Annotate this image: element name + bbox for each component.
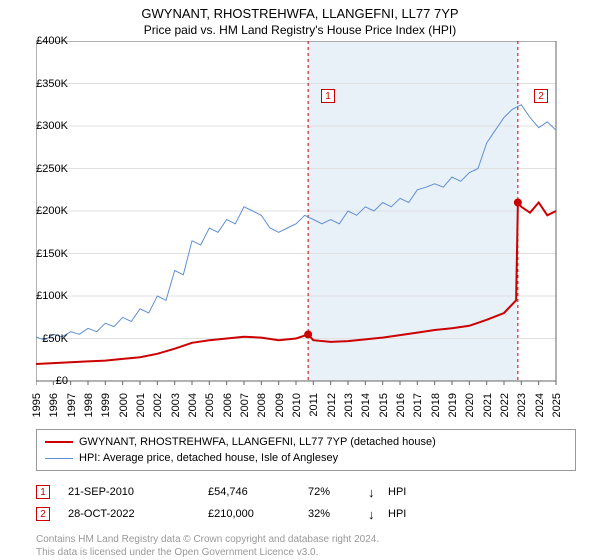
y-axis-label: £0 [56, 375, 68, 387]
x-axis-label: 2019 [447, 393, 459, 417]
legend-label: HPI: Average price, detached house, Isle… [79, 452, 338, 464]
footer-attribution: Contains HM Land Registry data © Crown c… [36, 533, 600, 559]
sale-row: 2 28-OCT-2022£210,00032%↓HPI [36, 503, 576, 525]
sale-pct: 32% [308, 508, 368, 520]
x-axis-label: 2014 [360, 393, 372, 417]
sale-arrow-icon: ↓ [368, 485, 388, 500]
x-axis-label: 2023 [516, 393, 528, 417]
chart-subtitle: Price paid vs. HM Land Registry's House … [0, 23, 600, 37]
x-axis-label: 2015 [378, 393, 390, 417]
legend-item: HPI: Average price, detached house, Isle… [45, 450, 567, 466]
chart-container: GWYNANT, RHOSTREHWFA, LLANGEFNI, LL77 7Y… [0, 0, 600, 560]
y-axis-label: £350K [36, 78, 68, 90]
chart-area: £0£50K£100K£150K£200K£250K£300K£350K£400… [36, 41, 596, 421]
x-axis-label: 1997 [66, 393, 78, 417]
y-axis-label: £100K [36, 290, 68, 302]
x-axis-label: 2018 [430, 393, 442, 417]
x-axis-label: 2004 [187, 393, 199, 417]
y-axis-label: £150K [36, 248, 68, 260]
y-axis-label: £400K [36, 35, 68, 47]
x-axis-label: 2006 [222, 393, 234, 417]
sale-point-1 [304, 330, 312, 338]
footer-line-2: This data is licensed under the Open Gov… [36, 546, 600, 559]
sale-date: 28-OCT-2022 [68, 508, 208, 520]
title-block: GWYNANT, RHOSTREHWFA, LLANGEFNI, LL77 7Y… [0, 0, 600, 41]
legend-swatch [45, 458, 73, 459]
y-axis-label: £300K [36, 120, 68, 132]
sale-marker-box: 1 [36, 485, 50, 499]
footer-line-1: Contains HM Land Registry data © Crown c… [36, 533, 600, 546]
x-axis-label: 2024 [534, 393, 546, 417]
x-axis-label: 2025 [551, 393, 563, 417]
x-axis-label: 2002 [152, 393, 164, 417]
y-axis-label: £50K [42, 333, 68, 345]
x-axis-label: 2008 [256, 393, 268, 417]
legend-swatch [45, 441, 73, 443]
sale-date: 21-SEP-2010 [68, 486, 208, 498]
y-axis-label: £250K [36, 163, 68, 175]
x-axis-label: 2020 [464, 393, 476, 417]
x-axis-label: 2010 [291, 393, 303, 417]
x-axis-label: 2001 [135, 393, 147, 417]
sale-point-2 [514, 199, 522, 207]
x-axis-label: 2012 [326, 393, 338, 417]
x-axis-label: 2022 [499, 393, 511, 417]
x-axis-label: 2013 [343, 393, 355, 417]
x-axis-label: 2017 [412, 393, 424, 417]
y-axis-label: £200K [36, 205, 68, 217]
legend-item: GWYNANT, RHOSTREHWFA, LLANGEFNI, LL77 7Y… [45, 434, 567, 450]
sales-table: 1 21-SEP-2010£54,74672%↓HPI 2 28-OCT-2022£2… [36, 481, 576, 525]
sale-vs-label: HPI [388, 486, 428, 498]
sale-pct: 72% [308, 486, 368, 498]
x-axis-label: 1998 [83, 393, 95, 417]
legend-box: GWYNANT, RHOSTREHWFA, LLANGEFNI, LL77 7Y… [36, 429, 576, 471]
chart-svg [36, 41, 596, 421]
x-axis-label: 2021 [482, 393, 494, 417]
sale-marker-box: 2 [36, 507, 50, 521]
sale-price: £210,000 [208, 508, 308, 520]
x-axis-label: 2007 [239, 393, 251, 417]
legend-label: GWYNANT, RHOSTREHWFA, LLANGEFNI, LL77 7Y… [79, 436, 436, 448]
x-axis-label: 2009 [274, 393, 286, 417]
x-axis-label: 1995 [31, 393, 43, 417]
sale-vs-label: HPI [388, 508, 428, 520]
x-axis-label: 1999 [100, 393, 112, 417]
x-axis-label: 2011 [308, 393, 320, 417]
x-axis-label: 2016 [395, 393, 407, 417]
x-axis-label: 2003 [170, 393, 182, 417]
sale-arrow-icon: ↓ [368, 507, 388, 522]
chart-title: GWYNANT, RHOSTREHWFA, LLANGEFNI, LL77 7Y… [0, 6, 600, 21]
chart-marker-2: 2 [534, 89, 548, 103]
sale-price: £54,746 [208, 486, 308, 498]
x-axis-label: 2000 [118, 393, 130, 417]
sale-row: 1 21-SEP-2010£54,74672%↓HPI [36, 481, 576, 503]
x-axis-label: 1996 [48, 393, 60, 417]
x-axis-label: 2005 [204, 393, 216, 417]
chart-marker-1: 1 [321, 89, 335, 103]
